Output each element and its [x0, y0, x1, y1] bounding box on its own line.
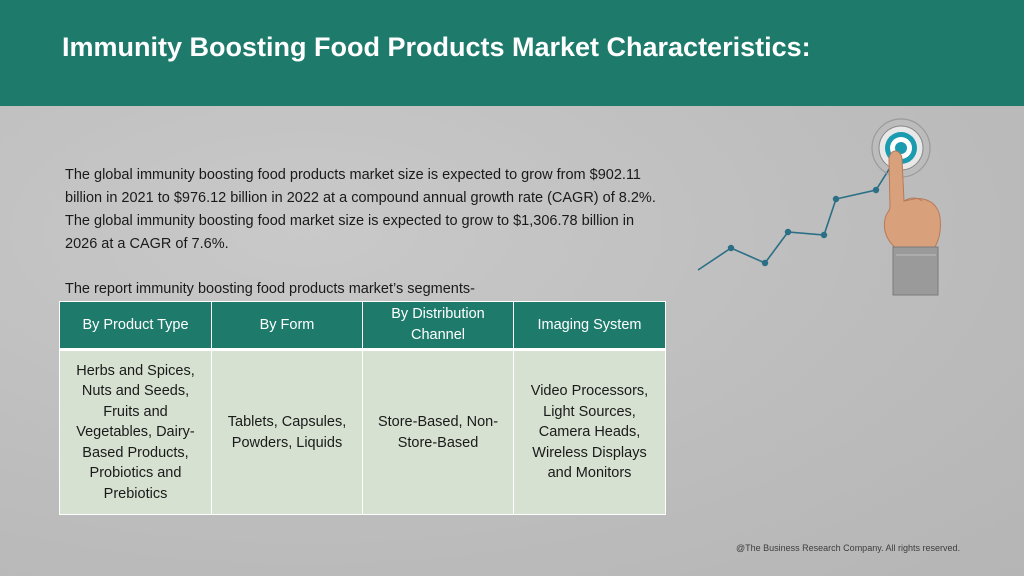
- cell-distribution-channel: Store-Based, Non-Store-Based: [362, 348, 514, 515]
- market-size-paragraph: The global immunity boosting food produc…: [65, 167, 656, 252]
- copyright-footer: @The Business Research Company. All righ…: [736, 543, 961, 553]
- header-imaging-system: Imaging System: [513, 301, 666, 350]
- cell-form: Tablets, Capsules, Powders, Liquids: [211, 348, 363, 515]
- cell-imaging-system: Video Processors, Light Sources, Camera …: [513, 348, 666, 515]
- cell-product-type: Herbs and Spices, Nuts and Seeds, Fruits…: [59, 348, 212, 515]
- growth-line-icon: [697, 154, 899, 271]
- page-title: Immunity Boosting Food Products Market C…: [62, 32, 811, 62]
- table-header-row: By Product Type By Form By Distribution …: [59, 301, 666, 350]
- segments-label: The report immunity boosting food produc…: [65, 281, 475, 297]
- segments-table: By Product Type By Form By Distribution …: [59, 301, 666, 515]
- table-row: Herbs and Spices, Nuts and Seeds, Fruits…: [59, 348, 666, 515]
- growth-illustration: [697, 118, 941, 296]
- header-product-type: By Product Type: [59, 301, 212, 350]
- header-form: By Form: [211, 301, 363, 350]
- pointing-hand-icon: [883, 150, 941, 296]
- title-banner: Immunity Boosting Food Products Market C…: [0, 0, 1024, 106]
- header-distribution-channel: By Distribution Channel: [362, 301, 514, 350]
